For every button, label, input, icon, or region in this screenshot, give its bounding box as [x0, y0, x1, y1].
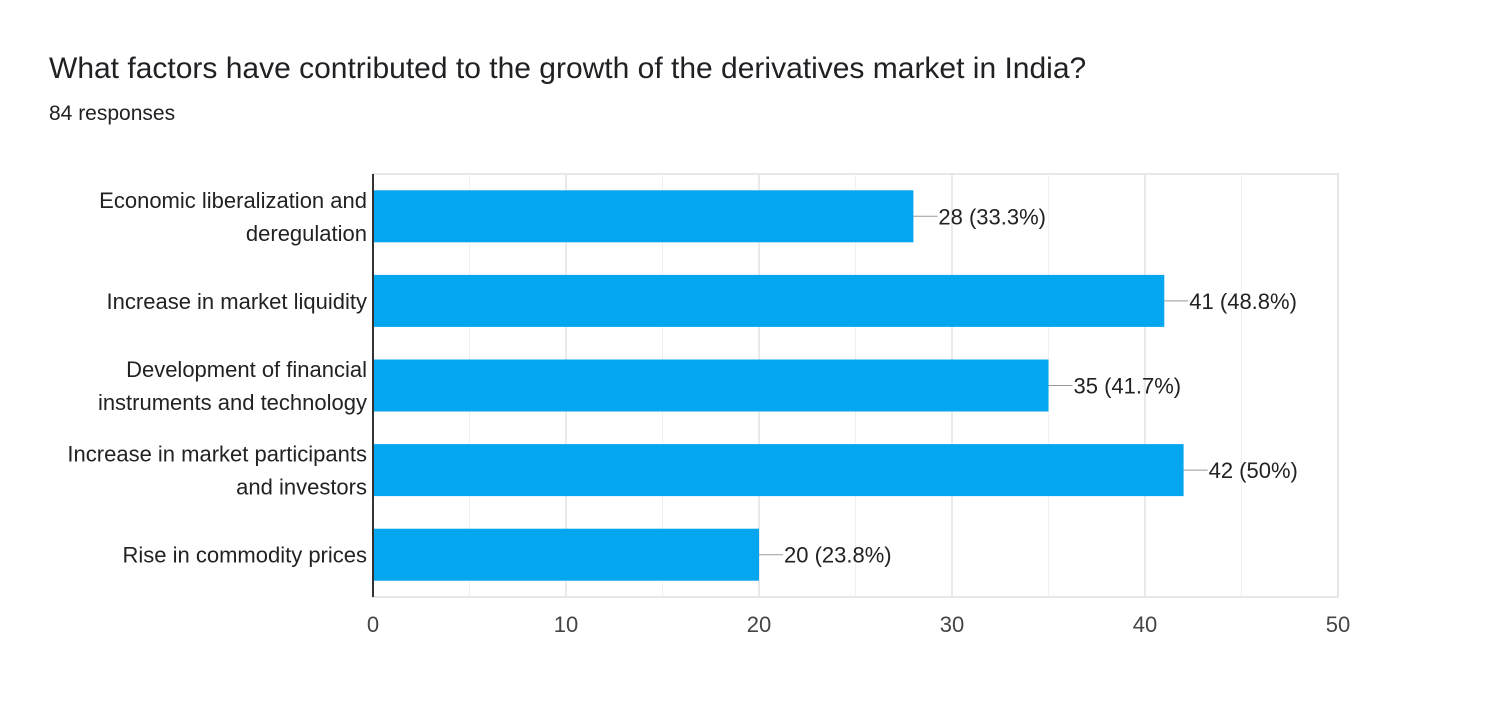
category-label-line: and investors: [236, 475, 367, 500]
response-count: 84 responses: [49, 102, 176, 125]
x-tick-label: 40: [1133, 612, 1157, 637]
chart-title: What factors have contributed to the gro…: [49, 52, 1087, 85]
category-label-line: deregulation: [246, 221, 367, 246]
category-label-line: Rise in commodity prices: [122, 543, 367, 568]
value-label: 42 (50%): [1209, 458, 1298, 483]
category-label: Rise in commodity prices: [122, 543, 367, 568]
category-label: Increase in market participants and inves…: [67, 442, 367, 500]
bar[interactable]: [373, 444, 1184, 497]
bar[interactable]: [373, 528, 759, 581]
x-tick-label: 30: [940, 612, 964, 637]
category-label-line: instruments and technology: [98, 390, 367, 415]
x-tick-label: 20: [747, 612, 771, 637]
bar[interactable]: [373, 359, 1049, 412]
category-label-line: Increase in market liquidity: [107, 289, 367, 314]
x-tick-label: 0: [367, 612, 379, 637]
bar[interactable]: [373, 190, 914, 243]
x-tick-label: 50: [1326, 612, 1350, 637]
category-label-line: Increase in market participants: [67, 442, 367, 467]
category-label: Development of financial instruments and …: [98, 357, 367, 415]
value-label: 35 (41.7%): [1074, 374, 1182, 399]
category-label-line: Development of financial: [126, 357, 367, 382]
value-label: 28 (33.3%): [938, 204, 1046, 229]
bar[interactable]: [373, 274, 1165, 327]
category-label: Increase in market liquidity: [107, 289, 367, 314]
x-tick-label: 10: [554, 612, 578, 637]
category-label: Economic liberalization and deregulation: [99, 188, 367, 246]
category-label-line: Economic liberalization and: [99, 188, 367, 213]
value-label: 20 (23.8%): [784, 543, 892, 568]
value-label: 41 (48.8%): [1189, 289, 1297, 314]
